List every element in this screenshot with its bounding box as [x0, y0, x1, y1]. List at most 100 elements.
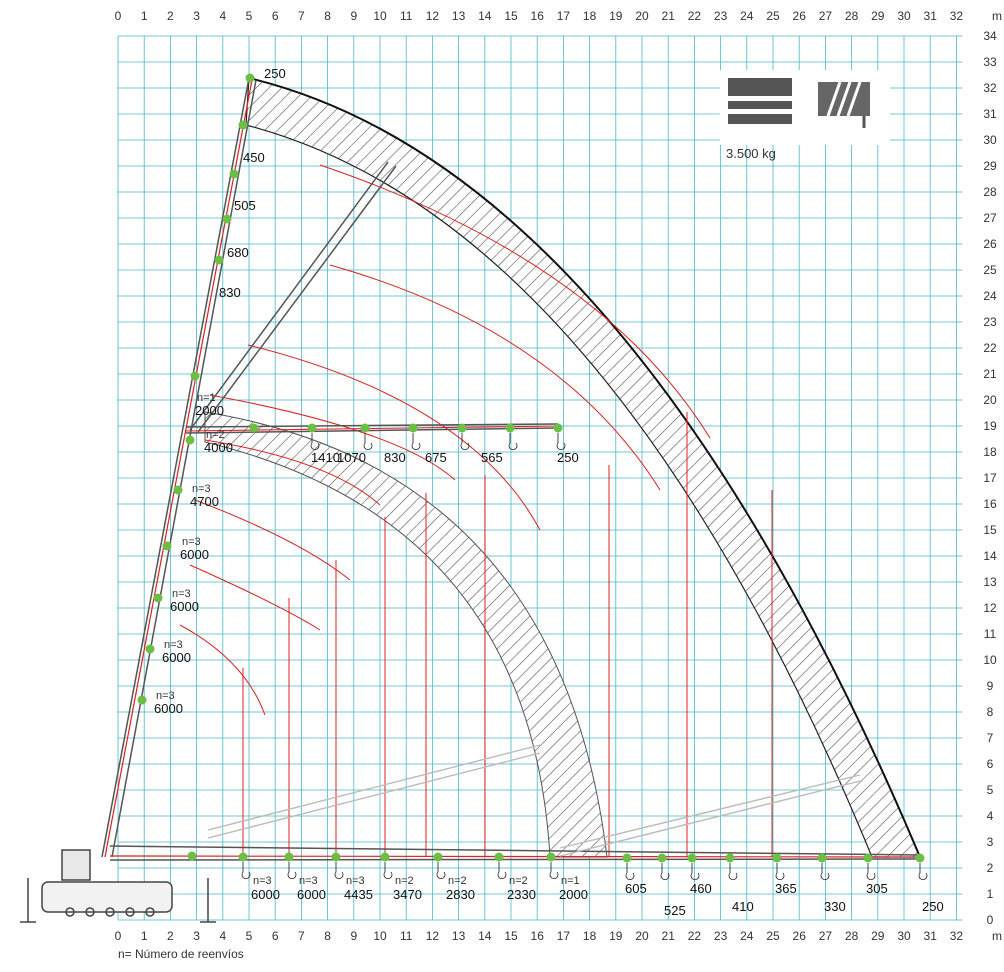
capacity-label: 1410 — [311, 450, 340, 465]
reeving-label: n=2 — [395, 875, 414, 887]
x-tick-label: 11 — [400, 929, 413, 943]
capacity-label: 525 — [664, 903, 686, 918]
x-tick-label: 20 — [635, 9, 649, 23]
x-tick-label: 30 — [897, 929, 911, 943]
x-tick-label: 25 — [766, 9, 780, 23]
reeving-label: n=3 — [172, 588, 191, 600]
hook-icon — [363, 433, 373, 451]
y-tick-label: 13 — [983, 575, 997, 589]
capacity-label: 6000 — [162, 650, 191, 665]
y-tick-label: 3 — [987, 835, 994, 849]
load-point — [657, 853, 667, 863]
load-point — [553, 423, 563, 433]
x-tick-label: 29 — [871, 929, 885, 943]
x-tick-label: 24 — [740, 9, 754, 23]
reeving-label: n=2 — [206, 429, 225, 441]
hook-icon — [383, 862, 393, 880]
hook-icon — [728, 863, 738, 881]
load-point — [817, 853, 827, 863]
x-tick-label: 32 — [950, 929, 964, 943]
x-tick-label: 9 — [350, 9, 357, 23]
x-unit-bottom: m — [992, 929, 1002, 943]
capacity-label: 680 — [227, 245, 249, 260]
x-tick-label: 20 — [635, 929, 649, 943]
radius-arc — [329, 264, 661, 491]
reeving-label: n=2 — [509, 875, 528, 887]
counterweight-icon — [728, 78, 792, 124]
x-tick-label: 7 — [298, 9, 305, 23]
capacity-label: 4435 — [344, 887, 373, 902]
y-tick-label: 33 — [983, 55, 997, 69]
load-point — [331, 852, 341, 862]
y-tick-label: 14 — [983, 549, 997, 563]
ghost-booms — [207, 744, 861, 857]
capacity-label: 6000 — [154, 701, 183, 716]
radius-arc — [194, 499, 351, 581]
capacity-label: 830 — [219, 285, 241, 300]
y-tick-label: 16 — [983, 497, 997, 511]
reeving-label: n=3 — [346, 875, 365, 887]
x-tick-label: 17 — [557, 929, 571, 943]
horizontal-jib — [185, 423, 559, 434]
y-tick-label: 8 — [987, 705, 994, 719]
capacity-label: 410 — [732, 899, 754, 914]
capacity-label: 1070 — [337, 450, 366, 465]
x-tick-label: 16 — [531, 9, 545, 23]
x-tick-label: 13 — [452, 9, 466, 23]
y-tick-label: 26 — [983, 237, 997, 251]
load-point — [307, 423, 317, 433]
hook-icon — [508, 433, 518, 451]
hook-icon — [497, 862, 507, 880]
capacity-label: 4700 — [190, 494, 219, 509]
load-point — [173, 485, 183, 495]
legend-note: n= Número de reenvíos — [118, 947, 244, 961]
ground-points-high: 605 525 460 410 365 330 305 250 — [622, 853, 944, 918]
load-point — [153, 593, 163, 603]
y-tick-label: 25 — [983, 263, 997, 277]
reeving-label: n=3 — [156, 690, 175, 702]
vertical-boom — [101, 77, 257, 858]
x-tick-label: 7 — [298, 929, 305, 943]
x-tick-label: 27 — [819, 929, 833, 943]
x-tick-label: 10 — [373, 929, 387, 943]
load-point — [408, 423, 418, 433]
weight-badge: 3.500 kg — [720, 70, 890, 161]
x-tick-label: 26 — [793, 9, 807, 23]
x-tick-label: 22 — [688, 9, 702, 23]
x-tick-label: 26 — [793, 929, 807, 943]
capacity-label: 2000 — [195, 403, 224, 418]
load-point — [185, 435, 195, 445]
reeving-label: n=2 — [448, 875, 467, 887]
y-tick-label: 31 — [983, 107, 997, 121]
x-unit-top: m — [992, 9, 1002, 23]
load-point — [360, 423, 370, 433]
capacity-label: 605 — [625, 881, 647, 896]
radius-arc — [204, 439, 381, 506]
reeving-label: n=3 — [164, 639, 183, 651]
hook-icon — [411, 433, 421, 451]
x-tick-label: 9 — [350, 929, 357, 943]
x-tick-label: 13 — [452, 929, 466, 943]
ground-points-low: n=36000n=36000n=34435n=23470n=22830n=223… — [187, 851, 588, 902]
x-tick-label: 8 — [324, 929, 331, 943]
y-tick-label: 21 — [983, 367, 997, 381]
load-point — [214, 255, 224, 265]
hook-icon — [690, 863, 700, 881]
reeving-label: n=1 — [197, 392, 216, 404]
x-tick-label: 23 — [714, 929, 728, 943]
winch-icon — [818, 81, 870, 128]
x-tick-label: 3 — [193, 9, 200, 23]
load-point — [190, 371, 200, 381]
hook-icon — [775, 863, 785, 881]
x-tick-label: 25 — [766, 929, 780, 943]
load-point — [145, 644, 155, 654]
y-tick-label: 4 — [987, 809, 994, 823]
x-tick-label: 4 — [219, 929, 226, 943]
y-tick-label: 34 — [983, 29, 997, 43]
hook-icon — [549, 862, 559, 880]
reeving-label: n=3 — [253, 875, 272, 887]
x-tick-label: 4 — [219, 9, 226, 23]
x-tick-label: 0 — [115, 9, 122, 23]
x-tick-label: 21 — [662, 9, 676, 23]
